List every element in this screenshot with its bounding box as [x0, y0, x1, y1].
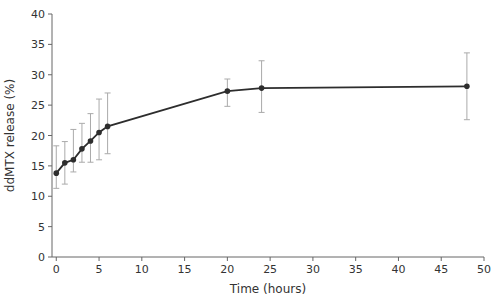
y-tick [48, 14, 52, 15]
x-tick-label: 50 [477, 263, 491, 276]
error-bar-cap-high [79, 123, 85, 124]
error-bar [62, 142, 68, 185]
x-tick [355, 257, 356, 261]
x-tick [227, 257, 228, 261]
error-bar [259, 61, 265, 113]
x-tick [441, 257, 442, 261]
error-bar-cap-high [62, 141, 68, 142]
x-tick-label: 0 [53, 263, 60, 276]
error-bar-cap-low [62, 184, 68, 185]
x-tick-label: 15 [178, 263, 192, 276]
error-bar-cap-high [259, 60, 265, 61]
x-tick [484, 257, 485, 261]
data-point [88, 138, 94, 144]
x-tick-label: 45 [434, 263, 448, 276]
error-bar-stem [73, 129, 74, 172]
data-point [62, 160, 68, 166]
error-bar [79, 123, 85, 162]
x-tick-label: 35 [349, 263, 363, 276]
x-tick-label: 10 [135, 263, 149, 276]
error-bar-cap-high [105, 92, 111, 93]
x-tick-label: 25 [263, 263, 277, 276]
data-point [53, 170, 59, 176]
y-axis-label: ddMTX release (%) [3, 79, 17, 192]
y-tick-label: 35 [31, 38, 45, 51]
error-bar-cap-high [70, 129, 76, 130]
x-tick [56, 257, 57, 261]
data-point [259, 85, 265, 91]
y-tick [48, 44, 52, 45]
y-tick [48, 226, 52, 227]
error-bar-cap-high [224, 79, 230, 80]
error-bar-cap-low [464, 119, 470, 120]
data-point [464, 83, 470, 89]
error-bar [70, 129, 76, 172]
error-bar-cap-low [259, 112, 265, 113]
y-tick-label: 15 [31, 160, 45, 173]
error-bar-stem [90, 114, 91, 163]
data-point [79, 146, 85, 152]
y-tick [48, 165, 52, 166]
x-tick [398, 257, 399, 261]
error-bar [464, 53, 470, 120]
chart: 0 5 10 15 20 25 30 35 40 45 50 0 5 10 15 20 25 30 35 40 Time… [0, 0, 500, 301]
x-axis-line [52, 257, 484, 258]
y-tick-label: 25 [31, 99, 45, 112]
error-bar-cap-high [96, 99, 102, 100]
y-tick [48, 196, 52, 197]
error-bar [87, 114, 93, 163]
x-tick-label: 5 [96, 263, 103, 276]
data-point [71, 157, 77, 163]
data-point [225, 88, 231, 94]
error-bar [96, 99, 102, 160]
y-tick-label: 40 [31, 8, 45, 21]
error-bar-cap-low [224, 106, 230, 107]
error-bar-cap-low [87, 162, 93, 163]
error-bar [53, 146, 59, 189]
y-tick [48, 105, 52, 106]
x-tick [99, 257, 100, 261]
y-tick [48, 135, 52, 136]
error-bar-cap-high [464, 52, 470, 53]
error-bar-cap-high [53, 145, 59, 146]
data-point [105, 124, 111, 130]
error-bar-cap-high [87, 113, 93, 114]
error-bar-cap-low [96, 159, 102, 160]
error-bar-stem [107, 93, 108, 154]
error-bar-stem [81, 123, 82, 162]
x-tick [270, 257, 271, 261]
x-tick-label: 40 [391, 263, 405, 276]
y-tick-label: 10 [31, 190, 45, 203]
x-tick-label: 30 [306, 263, 320, 276]
y-tick-label: 20 [31, 130, 45, 143]
y-tick [48, 257, 52, 258]
x-tick [312, 257, 313, 261]
error-bar-cap-low [53, 188, 59, 189]
x-axis-label: Time (hours) [229, 282, 306, 296]
y-tick [48, 74, 52, 75]
data-point [96, 130, 102, 136]
plot-area [53, 53, 470, 188]
x-tick-label: 20 [220, 263, 234, 276]
y-tick-label: 5 [38, 221, 45, 234]
error-bar-stem [99, 99, 100, 160]
error-bar-stem [56, 146, 57, 189]
error-bar-cap-low [105, 153, 111, 154]
error-bar-cap-low [79, 162, 85, 163]
x-tick [184, 257, 185, 261]
error-bar-cap-low [70, 171, 76, 172]
error-bar [224, 79, 230, 106]
error-bar [105, 93, 111, 154]
y-tick-label: 0 [38, 251, 45, 264]
x-tick [141, 257, 142, 261]
y-tick-label: 30 [31, 69, 45, 82]
